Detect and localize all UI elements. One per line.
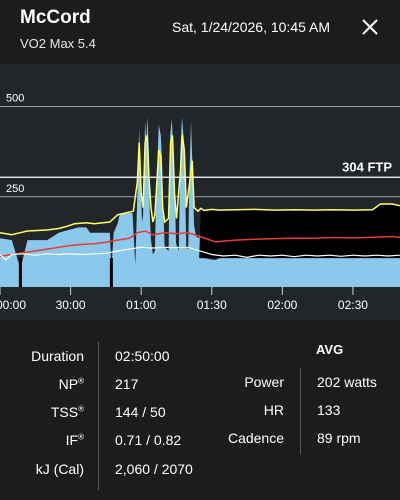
stat-label-duration: Duration xyxy=(31,348,84,364)
stat-label-hr: HR xyxy=(263,402,284,418)
stat-value-kj: 2,060 / 2070 xyxy=(115,461,193,477)
dropout-marker-0 xyxy=(18,258,22,287)
stat-label-kj: kJ (Cal) xyxy=(35,461,84,477)
cadence-line xyxy=(0,246,400,261)
stat-value-power: 202 watts xyxy=(317,374,377,390)
y-tick-label-500: 500 xyxy=(6,93,24,105)
power-variance-band xyxy=(199,204,400,259)
stat-value-np: 217 xyxy=(115,376,139,392)
x-tick-label-02:00: 02:00 xyxy=(267,298,297,312)
x-tick-label-00:00: 00:00 xyxy=(0,298,26,312)
stat-label-np: NP® xyxy=(58,376,84,392)
x-tick-label-30:00: 30:00 xyxy=(56,298,86,312)
x-axis-band xyxy=(0,287,400,320)
heart-rate-line xyxy=(0,230,400,258)
stats-divider-left xyxy=(98,342,99,490)
x-tick-label-01:30: 01:30 xyxy=(197,298,227,312)
power-area xyxy=(0,117,400,287)
stat-value-duration: 02:50:00 xyxy=(115,348,170,364)
workout-chart[interactable]: 500 250 304 FTP 00:00 30:00 01:00 01:30 02:00 02… xyxy=(0,64,400,320)
workout-subtitle: VO2 Max 5.4 xyxy=(20,36,96,51)
workout-title: McCord xyxy=(20,7,91,28)
ftp-label: 304 FTP xyxy=(342,159,392,174)
y-tick-label-250: 250 xyxy=(6,183,24,195)
power-line xyxy=(0,135,400,236)
stat-label-cadence: Cadence xyxy=(227,430,284,446)
x-tick-label-02:30: 02:30 xyxy=(338,298,368,312)
stat-value-tss: 144 / 50 xyxy=(115,404,166,420)
dropout-marker-1 xyxy=(109,258,113,287)
stat-value-hr: 133 xyxy=(317,402,341,418)
stats-divider-right xyxy=(300,368,301,454)
stat-label-tss: TSS® xyxy=(50,404,84,420)
avg-heading: AVG xyxy=(316,342,344,357)
stat-value-if: 0.71 / 0.82 xyxy=(115,432,182,448)
header: McCord VO2 Max 5.4 Sat, 1/24/2026, 10:45… xyxy=(0,0,400,64)
stat-label-if: IF® xyxy=(65,432,84,448)
x-tick-label-01:00: 01:00 xyxy=(126,298,156,312)
workout-datetime: Sat, 1/24/2026, 10:45 AM xyxy=(172,19,331,35)
chart-svg: 500 250 304 FTP 00:00 30:00 01:00 01:30 02:00 02… xyxy=(0,93,400,320)
stats-panel: Duration 02:50:00 NP® 217 TSS® 144 / 50 … xyxy=(0,320,400,500)
stat-label-power: Power xyxy=(244,374,284,390)
close-icon[interactable] xyxy=(360,17,380,37)
stat-value-cadence: 89 rpm xyxy=(317,430,361,446)
